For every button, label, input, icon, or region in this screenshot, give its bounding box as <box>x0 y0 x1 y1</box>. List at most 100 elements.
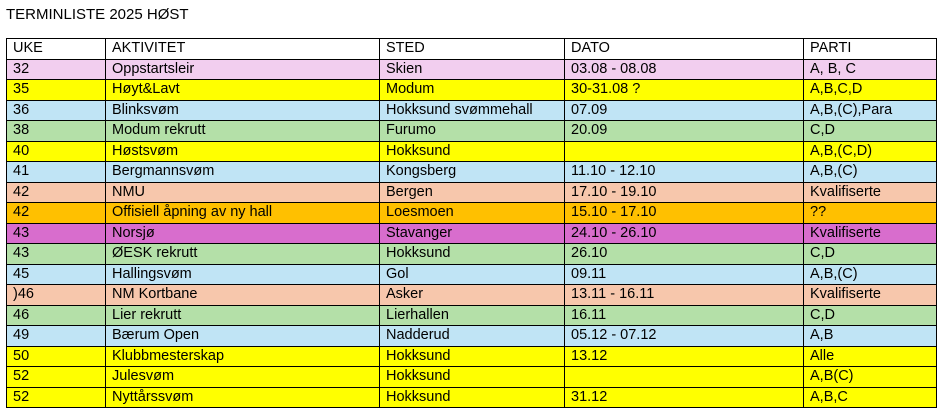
cell-uke: 40 <box>6 140 106 162</box>
cell-sted: Hokksund <box>379 140 565 162</box>
cell-aktivitet: Julesvøm <box>105 366 380 388</box>
column-header-aktivitet: AKTIVITET <box>105 38 380 60</box>
cell-parti: A,B,(C) <box>803 263 937 285</box>
cell-sted: Hokksund <box>379 345 565 367</box>
cell-uke: 36 <box>6 99 106 121</box>
column-header-parti: PARTI <box>803 38 937 60</box>
cell-dato: 31.12 <box>564 386 804 408</box>
cell-uke: 38 <box>6 120 106 142</box>
cell-sted: Hokksund svømmehall <box>379 99 565 121</box>
cell-sted: Nadderud <box>379 325 565 347</box>
cell-dato <box>564 366 804 388</box>
cell-dato: 26.10 <box>564 243 804 265</box>
table-row: 35 Høyt&Lavt Modum 30-31.08 ? A,B,C,D <box>6 79 937 101</box>
cell-uke: )46 <box>6 284 106 306</box>
cell-aktivitet: Offisiell åpning av ny hall <box>105 202 380 224</box>
cell-aktivitet: Modum rekrutt <box>105 120 380 142</box>
cell-uke: 43 <box>6 243 106 265</box>
table-header-row: UKE AKTIVITET STED DATO PARTI <box>6 38 937 60</box>
cell-aktivitet: Bergmannsvøm <box>105 161 380 183</box>
cell-aktivitet: NMU <box>105 181 380 203</box>
cell-uke: 50 <box>6 345 106 367</box>
cell-parti: A,B(C) <box>803 366 937 388</box>
table-row: 50 Klubbmesterskap Hokksund 13.12 Alle <box>6 345 937 367</box>
page-title: TERMINLISTE 2025 HØST <box>6 6 189 23</box>
cell-sted: Asker <box>379 284 565 306</box>
cell-parti: Kvalifiserte <box>803 284 937 306</box>
schedule-table: UKE AKTIVITET STED DATO PARTI 32 Oppstart… <box>6 38 937 408</box>
cell-uke: 45 <box>6 263 106 285</box>
cell-parti: A,B <box>803 325 937 347</box>
table-row: 42 Offisiell åpning av ny hall Loesmoen 15.… <box>6 202 937 224</box>
cell-aktivitet: Høstsvøm <box>105 140 380 162</box>
cell-parti: A,B,C <box>803 386 937 408</box>
cell-sted: Hokksund <box>379 386 565 408</box>
cell-dato: 20.09 <box>564 120 804 142</box>
cell-sted: Hokksund <box>379 243 565 265</box>
cell-aktivitet: Blinksvøm <box>105 99 380 121</box>
cell-uke: 42 <box>6 181 106 203</box>
table-row: 40 Høstsvøm Hokksund A,B,(C,D) <box>6 140 937 162</box>
cell-dato: 03.08 - 08.08 <box>564 58 804 80</box>
cell-parti: A,B,(C) <box>803 161 937 183</box>
table-row: )46 NM Kortbane Asker 13.11 - 16.11 Kvalifis… <box>6 284 937 306</box>
cell-parti: Kvalifiserte <box>803 222 937 244</box>
cell-sted: Stavanger <box>379 222 565 244</box>
cell-sted: Kongsberg <box>379 161 565 183</box>
cell-sted: Bergen <box>379 181 565 203</box>
cell-uke: 41 <box>6 161 106 183</box>
cell-uke: 52 <box>6 386 106 408</box>
cell-sted: Gol <box>379 263 565 285</box>
table-row: 46 Lier rekrutt Lierhallen 16.11 C,D <box>6 304 937 326</box>
cell-dato: 05.12 - 07.12 <box>564 325 804 347</box>
cell-sted: Lierhallen <box>379 304 565 326</box>
cell-uke: 42 <box>6 202 106 224</box>
cell-dato: 09.11 <box>564 263 804 285</box>
table-row: 38 Modum rekrutt Furumo 20.09 C,D <box>6 120 937 142</box>
cell-parti: C,D <box>803 243 937 265</box>
cell-dato: 17.10 - 19.10 <box>564 181 804 203</box>
cell-aktivitet: ØESK rekrutt <box>105 243 380 265</box>
cell-aktivitet: Høyt&Lavt <box>105 79 380 101</box>
cell-aktivitet: Nyttårssvøm <box>105 386 380 408</box>
cell-dato: 07.09 <box>564 99 804 121</box>
cell-uke: 46 <box>6 304 106 326</box>
cell-aktivitet: NM Kortbane <box>105 284 380 306</box>
cell-parti: A,B,C,D <box>803 79 937 101</box>
cell-sted: Skien <box>379 58 565 80</box>
cell-uke: 43 <box>6 222 106 244</box>
cell-uke: 35 <box>6 79 106 101</box>
cell-dato: 16.11 <box>564 304 804 326</box>
cell-sted: Modum <box>379 79 565 101</box>
cell-sted: Loesmoen <box>379 202 565 224</box>
cell-uke: 49 <box>6 325 106 347</box>
table-row: 36 Blinksvøm Hokksund svømmehall 07.09 A,B,(… <box>6 99 937 121</box>
cell-dato: 13.12 <box>564 345 804 367</box>
cell-parti: ?? <box>803 202 937 224</box>
cell-parti: Kvalifiserte <box>803 181 937 203</box>
table-row: 52 Nyttårssvøm Hokksund 31.12 A,B,C <box>6 386 937 408</box>
cell-parti: C,D <box>803 120 937 142</box>
table-row: 42 NMU Bergen 17.10 - 19.10 Kvalifiserte <box>6 181 937 203</box>
cell-dato: 30-31.08 ? <box>564 79 804 101</box>
cell-parti: A,B,(C),Para <box>803 99 937 121</box>
cell-parti: Alle <box>803 345 937 367</box>
cell-aktivitet: Lier rekrutt <box>105 304 380 326</box>
table-row: 32 Oppstartsleir Skien 03.08 - 08.08 A, B, C <box>6 58 937 80</box>
cell-parti: A,B,(C,D) <box>803 140 937 162</box>
cell-parti: A, B, C <box>803 58 937 80</box>
cell-dato: 11.10 - 12.10 <box>564 161 804 183</box>
cell-dato: 24.10 - 26.10 <box>564 222 804 244</box>
column-header-sted: STED <box>379 38 565 60</box>
cell-aktivitet: Bærum Open <box>105 325 380 347</box>
cell-aktivitet: Oppstartsleir <box>105 58 380 80</box>
table-row: 52 Julesvøm Hokksund A,B(C) <box>6 366 937 388</box>
column-header-uke: UKE <box>6 38 106 60</box>
table-row: 41 Bergmannsvøm Kongsberg 11.10 - 12.10 A,B,… <box>6 161 937 183</box>
cell-sted: Hokksund <box>379 366 565 388</box>
cell-dato: 15.10 - 17.10 <box>564 202 804 224</box>
table-row: 43 Norsjø Stavanger 24.10 - 26.10 Kvalifiser… <box>6 222 937 244</box>
table-row: 45 Hallingsvøm Gol 09.11 A,B,(C) <box>6 263 937 285</box>
table-row: 49 Bærum Open Nadderud 05.12 - 07.12 A,B <box>6 325 937 347</box>
column-header-dato: DATO <box>564 38 804 60</box>
